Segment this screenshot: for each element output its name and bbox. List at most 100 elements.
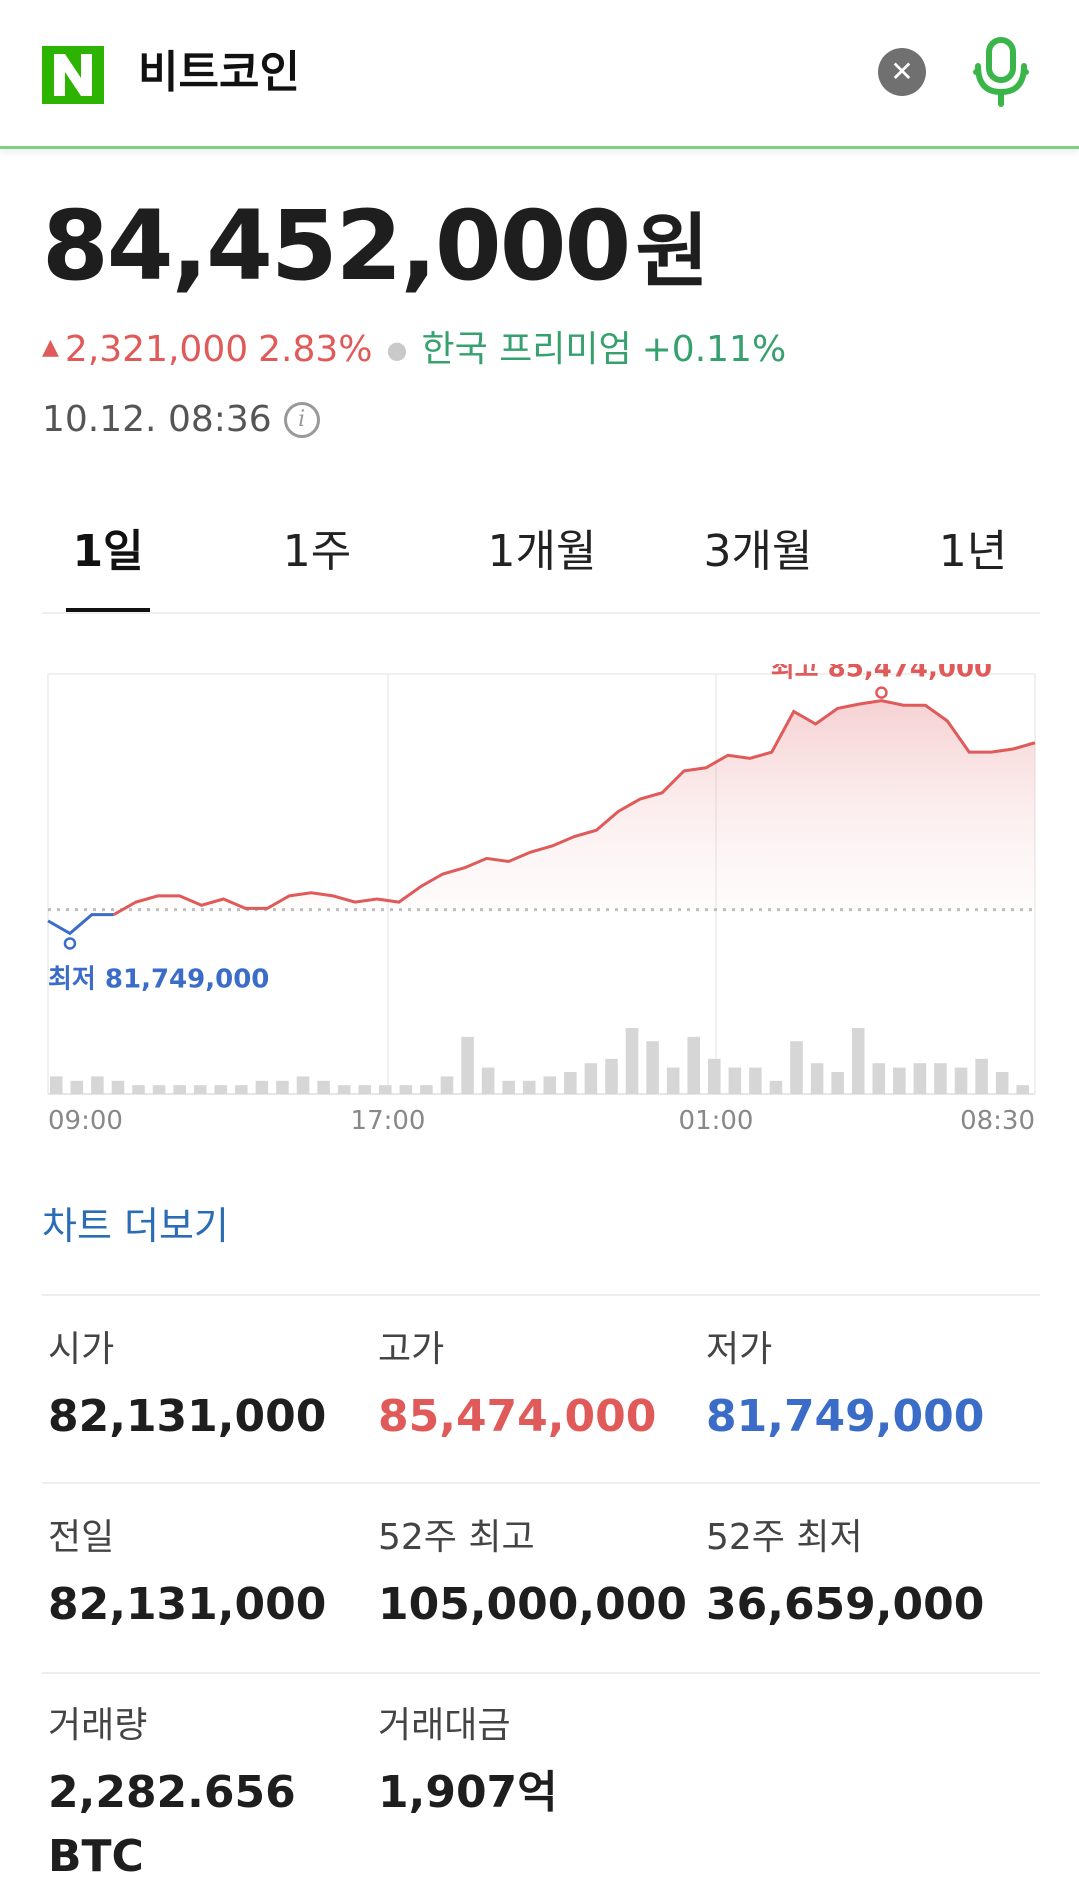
stat-low-value: 81,749,000 — [706, 1391, 985, 1442]
volume-bar — [666, 1067, 680, 1094]
volume-bar — [214, 1085, 228, 1094]
volume-bar — [851, 1028, 865, 1094]
naver-logo-icon[interactable] — [42, 46, 104, 104]
price-line-above — [113, 699, 1036, 916]
stat-volume: 거래량 2,282.656 BTC — [48, 1702, 296, 1886]
stat-amount-value: 1,907억 — [378, 1767, 558, 1818]
search-header: 비트코인 ✕ — [0, 0, 1079, 149]
change-percent: 2.83% — [258, 329, 373, 370]
volume-bar — [420, 1085, 433, 1094]
mic-icon[interactable] — [972, 36, 1030, 108]
stat-open: 시가 82,131,000 — [48, 1326, 326, 1446]
tab-1-year[interactable]: 1년 — [938, 526, 1008, 577]
price-change-row: ▲ 2,321,000 2.83% ● 한국 프리미엄 +0.11% — [42, 326, 786, 374]
tab-1-day[interactable]: 1일 — [66, 512, 150, 612]
search-query[interactable]: 비트코인 — [138, 47, 300, 98]
volume-bar — [769, 1080, 783, 1094]
volume-bar — [255, 1080, 269, 1094]
volume-bar — [913, 1063, 927, 1094]
stat-high-value: 85,474,000 — [378, 1391, 657, 1442]
stat-volume-unit: BTC — [48, 1831, 144, 1882]
stat-amount-label: 거래대금 — [378, 1705, 511, 1746]
price-area — [113, 700, 1036, 915]
volume-bar — [625, 1028, 639, 1094]
volume-bar — [132, 1085, 145, 1094]
volume-bar — [193, 1085, 207, 1094]
volume-bar — [70, 1080, 84, 1094]
clear-search-button[interactable]: ✕ — [878, 48, 926, 96]
stat-trade-amount: 거래대금 1,907억 — [378, 1702, 558, 1822]
price-chart[interactable]: 최고 85,474,000 최저 81,749,000 09:00 17:00 01:… — [40, 664, 1040, 1144]
stat-low: 저가 81,749,000 — [706, 1326, 984, 1446]
korea-premium-value: +0.11% — [641, 329, 787, 370]
volume-bar — [708, 1058, 721, 1094]
volume-bar — [502, 1080, 515, 1094]
volume-bar — [91, 1076, 104, 1094]
x-axis-ticks: 09:00 17:00 01:00 08:30 — [48, 1106, 1035, 1136]
current-price: 84,452,000원 — [42, 188, 709, 310]
stat-high: 고가 85,474,000 — [378, 1326, 656, 1446]
volume-bar — [749, 1067, 762, 1094]
volume-bar — [893, 1067, 906, 1094]
info-icon[interactable]: i — [283, 402, 320, 438]
volume-bars — [50, 1028, 1029, 1094]
stat-prev-value: 82,131,000 — [48, 1579, 327, 1630]
volume-bar — [934, 1063, 947, 1094]
volume-bar — [379, 1085, 392, 1094]
stat-52w-high-value: 105,000,000 — [378, 1579, 687, 1630]
change-amount: 2,321,000 — [64, 329, 249, 370]
low-marker — [63, 937, 77, 950]
volume-bar — [296, 1076, 310, 1094]
volume-bar — [522, 1080, 536, 1094]
chart-more-link[interactable]: 차트 더보기 — [42, 1204, 229, 1248]
x-tick-label: 01:00 — [679, 1106, 754, 1136]
up-triangle-icon: ▲ — [42, 335, 59, 360]
price-value: 84,452,000 — [42, 190, 631, 302]
volume-bar — [1016, 1085, 1029, 1094]
volume-bar — [954, 1067, 968, 1094]
korea-premium-label: 한국 프리미엄 — [421, 329, 632, 370]
separator-dot: ● — [386, 336, 408, 364]
tab-1-week[interactable]: 1주 — [282, 526, 352, 577]
tab-3-months[interactable]: 3개월 — [703, 526, 813, 577]
volume-bar — [995, 1072, 1009, 1094]
volume-bar — [481, 1067, 495, 1094]
volume-bar — [317, 1080, 330, 1094]
price-timestamp: 10.12. 08:36 i — [42, 396, 320, 444]
stat-open-value: 82,131,000 — [48, 1391, 327, 1442]
x-tick-label: 09:00 — [48, 1106, 123, 1136]
stat-low-label: 저가 — [706, 1329, 773, 1370]
high-label: 최고 85,474,000 — [771, 664, 992, 684]
volume-bar — [831, 1072, 844, 1094]
volume-bar — [399, 1085, 413, 1094]
volume-bar — [646, 1041, 659, 1094]
stat-52w-low-value: 36,659,000 — [706, 1579, 985, 1630]
period-tabs: 1일 1주 1개월 3개월 1년 — [42, 512, 1040, 614]
volume-bar — [173, 1085, 186, 1094]
volume-bar — [543, 1076, 557, 1094]
chart-markers: 최고 85,474,000 최저 81,749,000 — [48, 664, 992, 994]
volume-bar — [461, 1036, 474, 1094]
volume-bar — [111, 1080, 125, 1094]
volume-bar — [235, 1085, 248, 1094]
divider — [42, 1672, 1040, 1674]
stat-prev-close: 전일 82,131,000 — [48, 1514, 326, 1634]
volume-bar — [564, 1072, 577, 1094]
tab-1-month[interactable]: 1개월 — [487, 526, 597, 577]
volume-bar — [584, 1063, 598, 1094]
volume-bar — [276, 1080, 289, 1094]
stat-open-label: 시가 — [48, 1329, 115, 1370]
stat-52w-low: 52주 최저 36,659,000 — [706, 1514, 984, 1634]
price-unit: 원 — [635, 205, 709, 298]
high-marker — [875, 686, 888, 699]
chart-area-layer — [113, 700, 1036, 915]
volume-bar — [337, 1085, 351, 1094]
volume-bar — [728, 1067, 742, 1094]
x-tick-label: 17:00 — [351, 1106, 426, 1136]
volume-bar — [790, 1041, 803, 1094]
low-label: 최저 81,749,000 — [48, 964, 269, 994]
volume-bar — [975, 1058, 988, 1094]
stat-52w-high-label: 52주 최고 — [378, 1517, 535, 1558]
x-tick-label: 08:30 — [960, 1106, 1035, 1136]
